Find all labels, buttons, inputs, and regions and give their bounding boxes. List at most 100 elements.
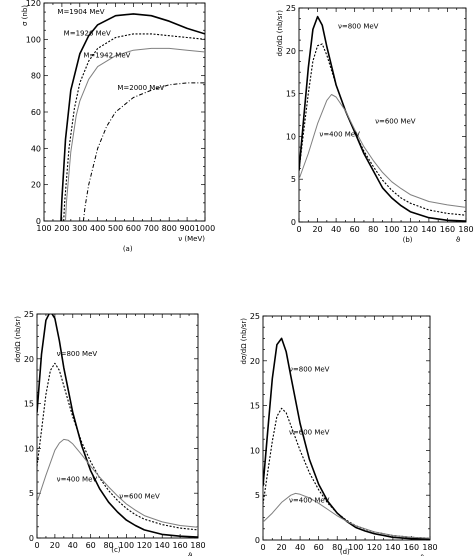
y-tick-label: 0	[36, 217, 41, 226]
y-tick-label: 15	[286, 90, 296, 99]
panel-label: (d)	[340, 548, 350, 556]
y-tick-label: 25	[24, 310, 34, 319]
series-line-2	[37, 438, 198, 528]
series-annotation: ν=600 MeV	[119, 493, 160, 501]
x-tick-label: 20	[312, 225, 322, 234]
series-annotation: M=2000 MeV	[117, 84, 164, 92]
x-tick-label: 700	[144, 224, 159, 233]
y-axis-title: dσ/dΩ (nb/sr)	[276, 10, 284, 57]
series-line-2	[263, 492, 430, 539]
y-tick-label: 20	[31, 181, 41, 190]
panel-d: 0 20 40 60 80 100 120 140 160 1800510152025dσ/dΩ …	[240, 312, 438, 556]
x-tick-label: 80	[332, 543, 342, 552]
x-tick-label: 40	[295, 543, 305, 552]
panel-label: (a)	[123, 245, 133, 253]
x-axis-title: ϑ	[188, 552, 192, 556]
y-tick-label: 25	[250, 312, 260, 321]
x-tick-label: 180	[190, 541, 205, 550]
x-tick-label: 300	[72, 224, 87, 233]
y-tick-label: 10	[24, 444, 34, 453]
x-tick-label: 140	[385, 543, 400, 552]
y-tick-label: 0	[29, 534, 34, 543]
y-tick-label: 10	[250, 446, 260, 455]
x-tick-label: 20	[276, 543, 286, 552]
y-axis-title: dσ/dΩ (nb/sr)	[240, 318, 248, 365]
x-tick-label: 60	[350, 225, 360, 234]
x-tick-label: 160	[440, 225, 455, 234]
x-tick-label: 100	[119, 541, 134, 550]
x-tick-label: 900	[179, 224, 194, 233]
x-tick-label: 120	[137, 541, 152, 550]
y-axis-title: dσ/dΩ (nb/sr)	[14, 316, 22, 363]
x-tick-label: 0	[34, 541, 39, 550]
y-tick-label: 60	[31, 108, 41, 117]
x-axis-title: ν (MeV)	[178, 235, 205, 243]
series-annotation: ν=400 MeV	[57, 476, 98, 484]
panel-b: 0 20 40 60 80 100 120 140 160 1800510152025dσ/dΩ …	[276, 4, 474, 244]
series-annotation: M=1926 MeV	[64, 30, 111, 38]
y-tick-label: 120	[26, 0, 41, 8]
y-tick-label: 0	[291, 218, 296, 227]
panel-c: 0 20 40 60 80 100 120 140 160 180 0 5 10 15 20 25dσ/dΩ …	[14, 310, 206, 556]
series-annotation: M=1904 MeV	[57, 8, 104, 16]
y-tick-label: 5	[291, 175, 296, 184]
x-tick-label: 400	[90, 224, 105, 233]
y-tick-label: 10	[286, 132, 296, 141]
x-tick-label: 100	[384, 225, 399, 234]
y-tick-label: 40	[31, 144, 41, 153]
plot-frame	[298, 7, 467, 223]
x-tick-label: 0	[296, 225, 301, 234]
x-tick-label: 800	[162, 224, 177, 233]
x-tick-label: 100	[348, 543, 363, 552]
series-line-2	[65, 47, 205, 221]
series-line-3	[82, 82, 205, 221]
panel-a: 100 200 300 400 500 600 700 800 900 1000020406080…	[21, 0, 215, 253]
x-tick-label: 100	[36, 224, 51, 233]
y-tick-label: 15	[24, 400, 34, 409]
series-line-0	[37, 314, 198, 538]
series-annotation: ν=600 MeV	[289, 428, 330, 436]
x-tick-label: 140	[421, 225, 436, 234]
y-tick-label: 100	[26, 35, 41, 44]
series-annotation: ν=400 MeV	[319, 130, 360, 138]
x-tick-label: 200	[54, 224, 69, 233]
x-tick-label: 40	[68, 541, 78, 550]
x-axis-title: ϑ	[456, 236, 460, 244]
series-line-1	[37, 362, 198, 531]
x-tick-label: 60	[86, 541, 96, 550]
x-tick-label: 120	[403, 225, 418, 234]
y-tick-label: 0	[255, 536, 260, 545]
y-tick-label: 20	[250, 357, 260, 366]
series-line-2	[299, 94, 466, 208]
x-tick-label: 500	[108, 224, 123, 233]
series-annotation: ν=800 MeV	[289, 366, 330, 374]
panel-label: (b)	[403, 236, 413, 244]
series-annotation: ν=600 MeV	[375, 118, 416, 126]
series-annotation: M=1942 MeV	[83, 52, 130, 60]
x-tick-label: 180	[458, 225, 473, 234]
x-tick-label: 20	[50, 541, 60, 550]
y-axis-title: σ (nb)	[21, 5, 29, 26]
y-tick-label: 25	[286, 4, 296, 13]
series-annotation: ν=400 MeV	[289, 496, 330, 504]
y-tick-label: 5	[255, 491, 260, 500]
series-line-0	[60, 13, 205, 221]
x-tick-label: 140	[155, 541, 170, 550]
panel-label: (c)	[111, 546, 121, 554]
x-tick-label: 600	[126, 224, 141, 233]
series-line-0	[299, 15, 466, 222]
x-tick-label: 180	[422, 543, 437, 552]
x-tick-label: 60	[314, 543, 324, 552]
x-axis-title: ϑ	[420, 554, 424, 556]
series-line-0	[263, 337, 430, 540]
y-tick-label: 5	[29, 489, 34, 498]
series-annotation: ν=800 MeV	[338, 23, 379, 31]
y-tick-label: 20	[286, 47, 296, 56]
x-tick-label: 40	[331, 225, 341, 234]
x-tick-label: 80	[368, 225, 378, 234]
x-tick-label: 80	[103, 541, 113, 550]
x-tick-label: 120	[367, 543, 382, 552]
x-tick-label: 0	[260, 543, 265, 552]
series-line-1	[63, 33, 205, 221]
